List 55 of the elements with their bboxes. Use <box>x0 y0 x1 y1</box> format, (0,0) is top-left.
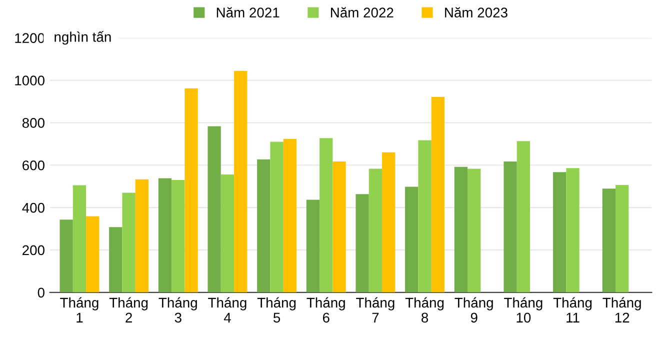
bar <box>504 162 517 292</box>
bar <box>172 180 185 292</box>
x-tick-label: Tháng 10 <box>504 297 542 323</box>
y-tick-label: 800 <box>22 118 44 128</box>
y-tick-label: 1000 <box>15 76 44 86</box>
bar <box>468 168 481 292</box>
bar <box>158 178 172 292</box>
bar <box>405 186 418 292</box>
legend-label: Năm 2023 <box>445 7 508 18</box>
bar <box>122 192 136 292</box>
bar <box>306 200 320 292</box>
bar <box>208 126 221 292</box>
bar <box>356 194 369 292</box>
x-tick-label: Tháng 12 <box>602 297 641 322</box>
x-tick-label: Tháng 2 <box>109 297 148 322</box>
x-tick-label: Tháng 9 <box>454 297 493 323</box>
bar <box>320 138 333 292</box>
x-tick-label: Tháng 3 <box>158 297 197 323</box>
bar <box>516 141 530 292</box>
bar <box>616 185 629 292</box>
x-tick-label: Tháng 8 <box>405 297 444 323</box>
bar <box>220 174 234 292</box>
x-tick-label: Tháng 4 <box>208 297 246 322</box>
bar <box>454 166 468 292</box>
bar <box>109 227 122 292</box>
bar <box>602 188 616 292</box>
bar <box>418 140 432 292</box>
x-tick-label: Tháng 7 <box>356 297 394 322</box>
y-axis-title: nghìn tấn <box>54 31 111 45</box>
legend-label: Năm 2022 <box>331 7 394 18</box>
bar <box>382 152 396 292</box>
bar <box>257 159 270 292</box>
bar <box>72 185 86 292</box>
x-tick-label: Tháng 6 <box>306 297 345 323</box>
x-tick-label: Tháng 5 <box>257 297 296 323</box>
bar <box>431 96 445 292</box>
x-tick-label: Tháng 11 <box>553 297 592 322</box>
bar <box>566 168 580 292</box>
y-tick-label: 1200 <box>15 33 44 44</box>
x-tick-label: Tháng 1 <box>60 297 98 322</box>
bar <box>234 70 248 292</box>
bar <box>553 172 566 292</box>
bar <box>135 179 149 292</box>
y-tick-label: 400 <box>22 202 44 213</box>
legend-label: Năm 2021 <box>216 7 280 18</box>
y-tick-label: 200 <box>22 245 44 256</box>
bar <box>332 162 346 292</box>
bar <box>368 168 382 292</box>
bar <box>86 216 100 292</box>
bar <box>283 138 297 292</box>
bar <box>270 142 284 292</box>
bar <box>184 88 198 292</box>
y-tick-label: 0 <box>38 288 44 298</box>
y-tick-label: 600 <box>22 160 44 170</box>
bar <box>60 220 73 292</box>
